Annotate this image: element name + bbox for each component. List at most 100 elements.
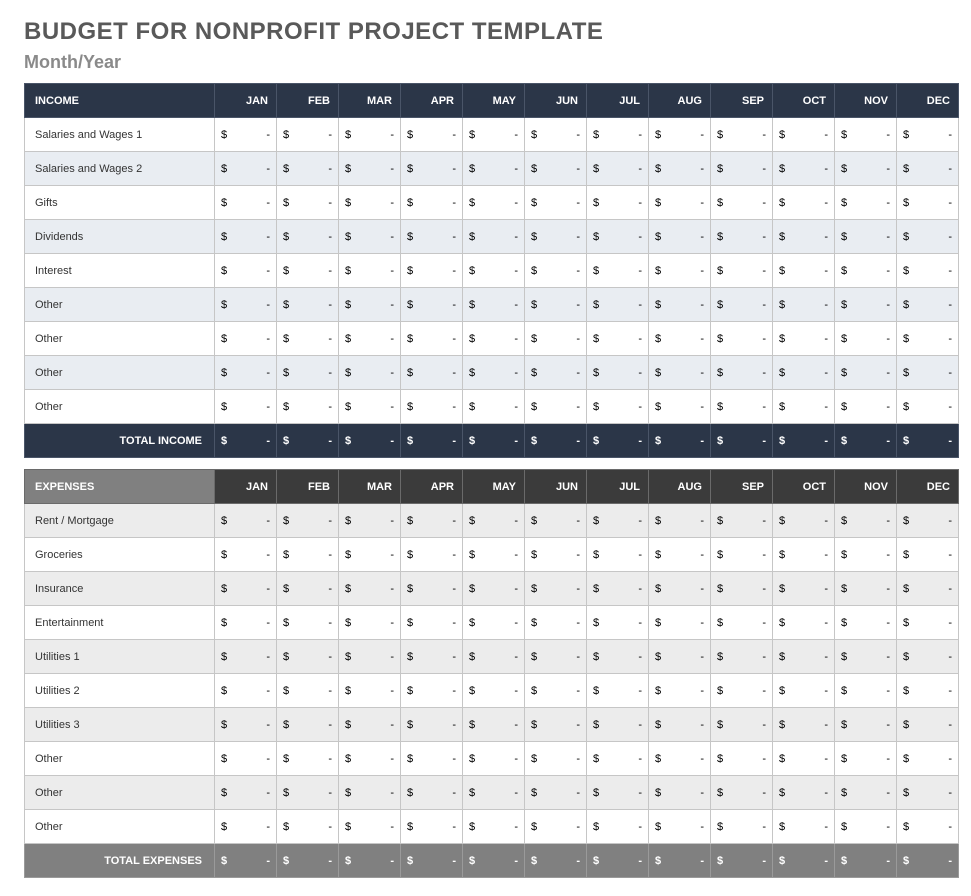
- value-cell[interactable]: $-: [215, 776, 277, 810]
- value-cell[interactable]: $-: [897, 118, 959, 152]
- value-cell[interactable]: $-: [463, 504, 525, 538]
- value-cell[interactable]: $-: [711, 118, 773, 152]
- value-cell[interactable]: $-: [897, 220, 959, 254]
- value-cell[interactable]: $-: [215, 186, 277, 220]
- value-cell[interactable]: $-: [587, 504, 649, 538]
- value-cell[interactable]: $-: [711, 640, 773, 674]
- value-cell[interactable]: $-: [587, 742, 649, 776]
- value-cell[interactable]: $-: [835, 152, 897, 186]
- value-cell[interactable]: $-: [401, 606, 463, 640]
- value-cell[interactable]: $-: [277, 640, 339, 674]
- value-cell[interactable]: $-: [215, 606, 277, 640]
- value-cell[interactable]: $-: [401, 356, 463, 390]
- value-cell[interactable]: $-: [897, 424, 959, 458]
- value-cell[interactable]: $-: [525, 844, 587, 878]
- value-cell[interactable]: $-: [215, 424, 277, 458]
- value-cell[interactable]: $-: [339, 742, 401, 776]
- value-cell[interactable]: $-: [525, 254, 587, 288]
- value-cell[interactable]: $-: [401, 776, 463, 810]
- value-cell[interactable]: $-: [339, 538, 401, 572]
- value-cell[interactable]: $-: [339, 606, 401, 640]
- value-cell[interactable]: $-: [835, 390, 897, 424]
- value-cell[interactable]: $-: [835, 424, 897, 458]
- value-cell[interactable]: $-: [773, 810, 835, 844]
- value-cell[interactable]: $-: [463, 776, 525, 810]
- value-cell[interactable]: $-: [649, 742, 711, 776]
- value-cell[interactable]: $-: [525, 708, 587, 742]
- value-cell[interactable]: $-: [711, 606, 773, 640]
- value-cell[interactable]: $-: [525, 424, 587, 458]
- value-cell[interactable]: $-: [649, 322, 711, 356]
- value-cell[interactable]: $-: [711, 220, 773, 254]
- value-cell[interactable]: $-: [401, 254, 463, 288]
- value-cell[interactable]: $-: [649, 424, 711, 458]
- value-cell[interactable]: $-: [649, 844, 711, 878]
- value-cell[interactable]: $-: [277, 186, 339, 220]
- value-cell[interactable]: $-: [277, 742, 339, 776]
- value-cell[interactable]: $-: [711, 844, 773, 878]
- value-cell[interactable]: $-: [339, 152, 401, 186]
- value-cell[interactable]: $-: [525, 504, 587, 538]
- row-label[interactable]: Other: [25, 390, 215, 424]
- value-cell[interactable]: $-: [525, 776, 587, 810]
- value-cell[interactable]: $-: [587, 810, 649, 844]
- row-label[interactable]: Salaries and Wages 1: [25, 118, 215, 152]
- value-cell[interactable]: $-: [401, 322, 463, 356]
- value-cell[interactable]: $-: [463, 424, 525, 458]
- value-cell[interactable]: $-: [649, 356, 711, 390]
- row-label[interactable]: Utilities 1: [25, 640, 215, 674]
- value-cell[interactable]: $-: [897, 640, 959, 674]
- value-cell[interactable]: $-: [897, 322, 959, 356]
- value-cell[interactable]: $-: [525, 640, 587, 674]
- value-cell[interactable]: $-: [401, 390, 463, 424]
- row-label[interactable]: Groceries: [25, 538, 215, 572]
- value-cell[interactable]: $-: [711, 390, 773, 424]
- value-cell[interactable]: $-: [463, 742, 525, 776]
- value-cell[interactable]: $-: [277, 504, 339, 538]
- row-label[interactable]: Other: [25, 356, 215, 390]
- value-cell[interactable]: $-: [525, 356, 587, 390]
- value-cell[interactable]: $-: [525, 220, 587, 254]
- value-cell[interactable]: $-: [711, 254, 773, 288]
- value-cell[interactable]: $-: [711, 356, 773, 390]
- value-cell[interactable]: $-: [215, 742, 277, 776]
- row-label[interactable]: Gifts: [25, 186, 215, 220]
- value-cell[interactable]: $-: [339, 356, 401, 390]
- value-cell[interactable]: $-: [835, 810, 897, 844]
- value-cell[interactable]: $-: [587, 424, 649, 458]
- value-cell[interactable]: $-: [773, 572, 835, 606]
- value-cell[interactable]: $-: [897, 390, 959, 424]
- value-cell[interactable]: $-: [463, 844, 525, 878]
- value-cell[interactable]: $-: [215, 220, 277, 254]
- value-cell[interactable]: $-: [339, 572, 401, 606]
- value-cell[interactable]: $-: [463, 254, 525, 288]
- value-cell[interactable]: $-: [277, 220, 339, 254]
- value-cell[interactable]: $-: [773, 220, 835, 254]
- row-label[interactable]: Other: [25, 288, 215, 322]
- value-cell[interactable]: $-: [649, 640, 711, 674]
- value-cell[interactable]: $-: [277, 288, 339, 322]
- value-cell[interactable]: $-: [835, 708, 897, 742]
- row-label[interactable]: Salaries and Wages 2: [25, 152, 215, 186]
- value-cell[interactable]: $-: [835, 288, 897, 322]
- value-cell[interactable]: $-: [525, 322, 587, 356]
- value-cell[interactable]: $-: [525, 118, 587, 152]
- value-cell[interactable]: $-: [649, 152, 711, 186]
- value-cell[interactable]: $-: [773, 708, 835, 742]
- value-cell[interactable]: $-: [401, 186, 463, 220]
- value-cell[interactable]: $-: [339, 708, 401, 742]
- value-cell[interactable]: $-: [277, 118, 339, 152]
- value-cell[interactable]: $-: [649, 254, 711, 288]
- value-cell[interactable]: $-: [215, 288, 277, 322]
- row-label[interactable]: Other: [25, 742, 215, 776]
- value-cell[interactable]: $-: [897, 572, 959, 606]
- value-cell[interactable]: $-: [463, 810, 525, 844]
- value-cell[interactable]: $-: [463, 572, 525, 606]
- value-cell[interactable]: $-: [587, 708, 649, 742]
- value-cell[interactable]: $-: [711, 538, 773, 572]
- value-cell[interactable]: $-: [835, 844, 897, 878]
- value-cell[interactable]: $-: [711, 186, 773, 220]
- value-cell[interactable]: $-: [277, 674, 339, 708]
- row-label[interactable]: Insurance: [25, 572, 215, 606]
- value-cell[interactable]: $-: [463, 640, 525, 674]
